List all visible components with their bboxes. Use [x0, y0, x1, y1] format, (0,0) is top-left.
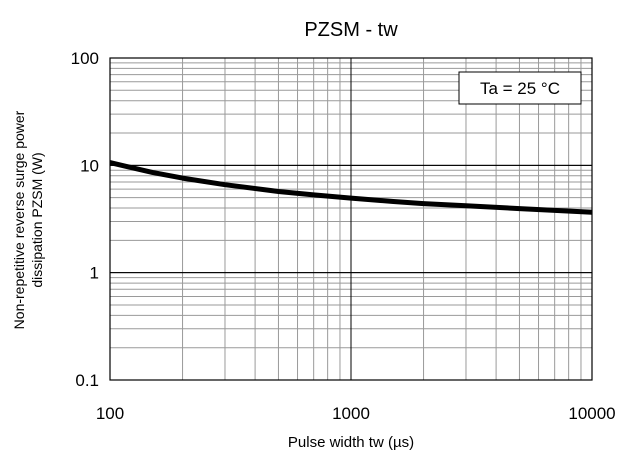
y-tick-label: 100 [71, 49, 99, 68]
plot-frame [109, 57, 593, 381]
series-line [109, 160, 593, 215]
x-tick-label: 100 [96, 404, 124, 423]
x-tick-label: 10000 [568, 404, 615, 423]
annotation-text: Ta = 25 °C [480, 79, 560, 98]
y-axis-label: Non-repetitive reverse surge power dissi… [11, 110, 45, 329]
x-tick-label: 1000 [332, 404, 370, 423]
y-tick-labels: 100 10 1 0.1 [71, 49, 99, 390]
annotation-box: Ta = 25 °C [458, 71, 582, 105]
y-tick-label: 1 [90, 264, 99, 283]
series-group [109, 160, 593, 215]
x-tick-labels: 100 1000 10000 [96, 404, 616, 423]
y-axis-label-line1: Non-repetitive reverse surge power [11, 110, 27, 329]
y-tick-label: 0.1 [75, 371, 99, 390]
annotation-frame [458, 71, 582, 105]
plot-area-border [109, 57, 593, 381]
x-axis-label: Pulse width tw (µs) [288, 434, 414, 451]
y-axis-label-line2: dissipation PZSM (W) [29, 152, 45, 287]
y-tick-label: 10 [80, 156, 99, 175]
chart-title: PZSM - tw [304, 19, 398, 41]
